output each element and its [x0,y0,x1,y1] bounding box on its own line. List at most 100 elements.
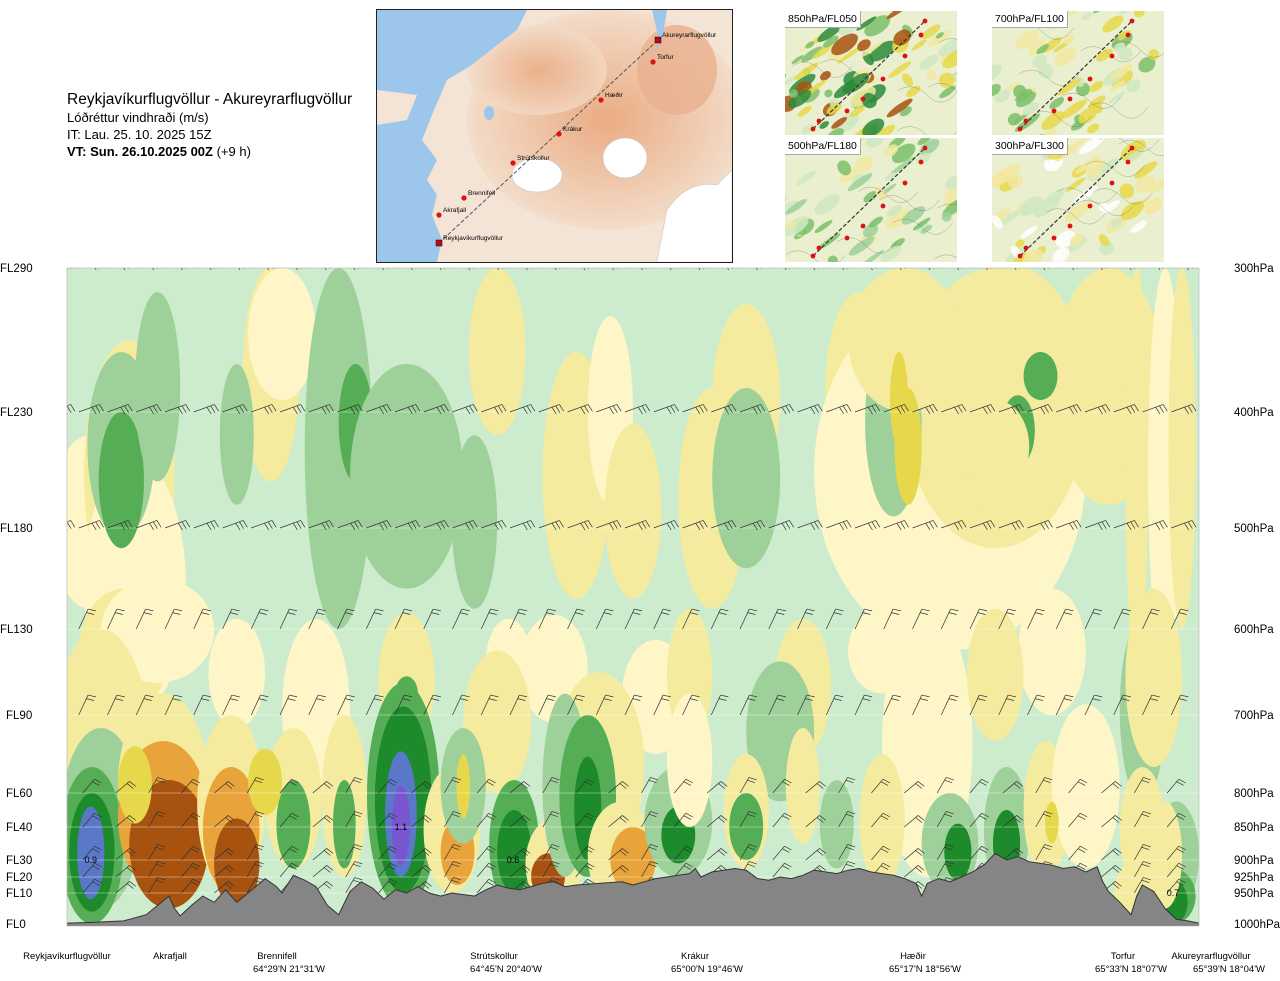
waypoint-marker [1125,32,1131,38]
level-field-patch [842,73,870,94]
wind-barb [608,815,629,828]
wind-barb [1200,609,1217,629]
wind-barb [1068,812,1088,828]
level-field-patch [942,47,957,69]
wind-barb [641,844,659,861]
wind-barb [1027,520,1053,531]
wind-barb [67,268,72,271]
wind-barb [969,694,988,716]
wind-barb [222,608,240,630]
level-field-patch [884,172,896,182]
wind-barb [148,811,166,828]
wind-barb [481,268,503,271]
level-field-patch [864,15,891,37]
wind-barb [115,848,137,861]
station-name: Torfur [1111,951,1135,962]
field-contour [1045,801,1059,844]
level-field-patch [1098,234,1110,247]
wind-barb [423,268,446,271]
terrain-profile [67,852,1199,926]
wind-barb [1027,608,1045,630]
coastline [1085,161,1146,177]
level-field-patch [857,39,871,52]
wind-barb [279,778,299,794]
wind-barb [740,268,762,271]
wind-barb [969,520,996,531]
wind-barb [883,404,909,415]
level-field-patch [827,255,838,262]
waypoint-marker [902,180,908,186]
wind-barb [312,865,334,878]
wind-barb [641,777,659,794]
wind-barb [998,520,1024,531]
station-name: Brennifell [257,951,297,962]
wind-barb [476,778,496,794]
wind-barb [941,404,967,415]
wind-barb [509,694,528,716]
wind-barb [181,845,201,861]
wind-barb [739,844,757,861]
wind-barb [214,781,235,794]
wind-barb [542,861,560,878]
coastline [1045,208,1107,225]
level-field-patch [886,11,913,20]
wind-barb [567,268,589,271]
level-field-patch [1069,233,1084,246]
wind-barb [797,608,815,630]
wind-barb [575,845,595,861]
waypoint-label: Akureyrarflugvöllur [662,32,717,39]
wind-barb [904,865,925,878]
wind-barb [193,404,219,415]
wind-barb [365,694,384,716]
wind-barb [193,268,216,271]
wind-barb [107,608,125,630]
wind-barb [768,520,794,531]
wind-barb [509,404,536,415]
extremum-value-label: 1.1 [395,822,408,832]
wind-barb [1055,608,1074,630]
station-coordinate: 64°45'N 20°40'W [470,964,542,975]
level-map-500: 500hPa/FL180 [785,138,957,262]
wind-barb [378,812,398,828]
field-contour [1125,588,1183,767]
wind-barb [1113,694,1131,716]
extremum-value-label: 0.6 [507,855,520,865]
wind-barb [1133,811,1151,828]
wind-barb [337,520,363,531]
wind-barb [768,694,786,716]
wind-barb [135,608,154,630]
wind-barb [1142,608,1160,630]
level-field-patch [1057,78,1081,96]
level-field-patch [1065,11,1080,16]
wind-barb [312,815,334,828]
level-field-patch [945,175,957,190]
wind-barb [279,812,299,828]
wind-barb [739,404,766,415]
field-contour [1148,801,1183,909]
level-field-patch [938,72,955,88]
wind-barb [115,815,137,828]
wind-barb [538,608,556,630]
level-field-patch [858,250,885,262]
wind-barb [279,608,298,630]
wind-barb [1002,781,1024,794]
wind-barb [1133,861,1151,878]
level-field-patch [926,70,937,80]
wind-barb [1200,865,1220,877]
waypoint-marker [1129,18,1135,24]
station-name: Krákur [681,951,709,962]
level-field-patch [885,209,911,229]
wind-barb [78,694,96,716]
level-field-patch [785,198,807,215]
wind-barb [67,696,68,698]
level-field-patch [1092,102,1103,114]
level-field-patch [1054,47,1077,67]
pressure-level-label: 300hPa [1234,263,1274,275]
field-contour [391,785,410,866]
level-field-patch [862,223,879,238]
waypoint-label: Brennifell [468,190,496,197]
wind-barb [998,608,1016,630]
wind-barb [1133,777,1151,794]
wind-barb [337,694,355,716]
wind-barb [596,520,622,531]
